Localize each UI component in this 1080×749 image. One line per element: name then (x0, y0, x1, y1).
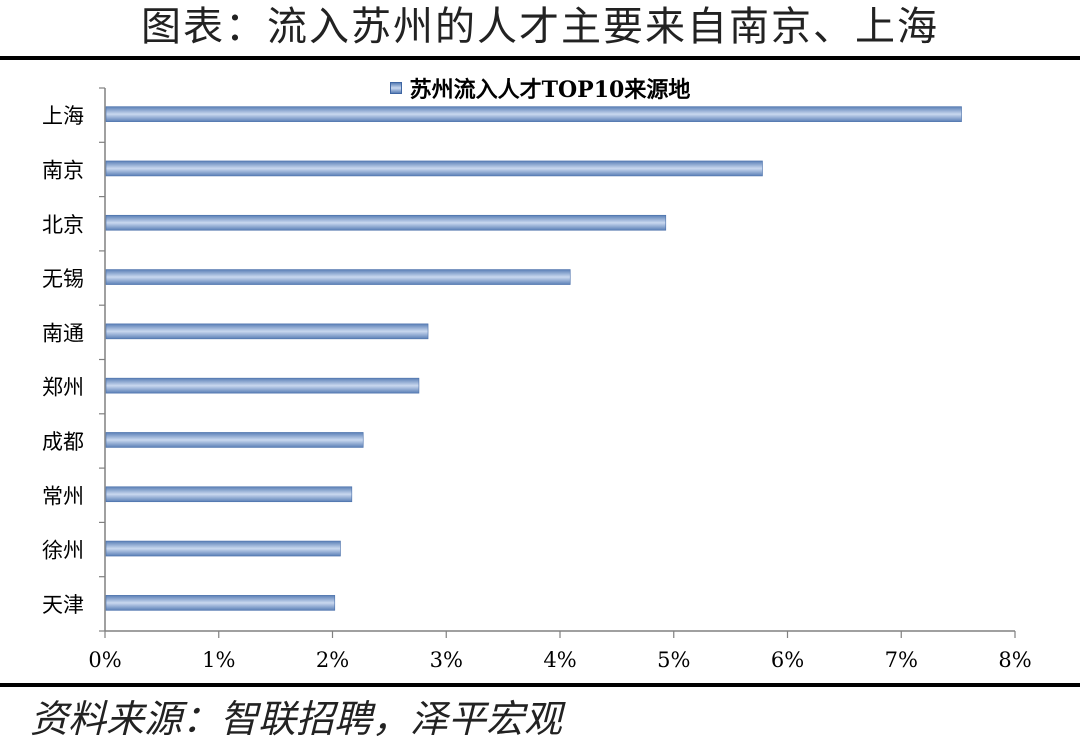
bar (105, 160, 763, 177)
bar (105, 486, 353, 503)
category-label: 无锡 (42, 267, 84, 291)
category-label: 成都 (42, 430, 84, 454)
category-label: 郑州 (42, 376, 84, 400)
source-note: 资料来源：智联招聘，泽平宏观 (30, 697, 563, 741)
bar (105, 595, 336, 611)
category-label: 上海 (42, 104, 84, 128)
x-tick-label: 0% (88, 648, 121, 672)
bar (105, 323, 429, 340)
x-tick-label: 2% (316, 648, 349, 672)
bar (105, 214, 667, 231)
x-tick-label: 7% (885, 648, 918, 672)
bottom-divider (0, 683, 1080, 687)
x-tick-label: 3% (430, 648, 463, 672)
page-title: 图表：流入苏州的人才主要来自南京、上海 (141, 4, 939, 50)
x-tick-label: 5% (657, 648, 690, 672)
category-label: 徐州 (42, 539, 84, 563)
x-tick-label: 8% (998, 648, 1031, 672)
category-label: 常州 (42, 484, 84, 508)
bar (105, 269, 571, 285)
bar (105, 432, 364, 448)
bar (105, 106, 962, 122)
bar (105, 540, 341, 557)
category-label: 天津 (42, 593, 84, 617)
top-divider (0, 56, 1080, 60)
chart-legend: 苏州流入人才TOP10来源地 (0, 72, 1080, 104)
category-label: 南京 (42, 158, 84, 182)
category-label: 北京 (42, 213, 84, 237)
x-tick-label: 6% (771, 648, 804, 672)
category-label: 南通 (42, 321, 84, 345)
bar (105, 377, 420, 394)
x-tick-label: 1% (202, 648, 235, 672)
legend-label: 苏州流入人才TOP10来源地 (409, 77, 691, 103)
x-tick-label: 4% (543, 648, 576, 672)
legend-swatch (389, 82, 402, 94)
